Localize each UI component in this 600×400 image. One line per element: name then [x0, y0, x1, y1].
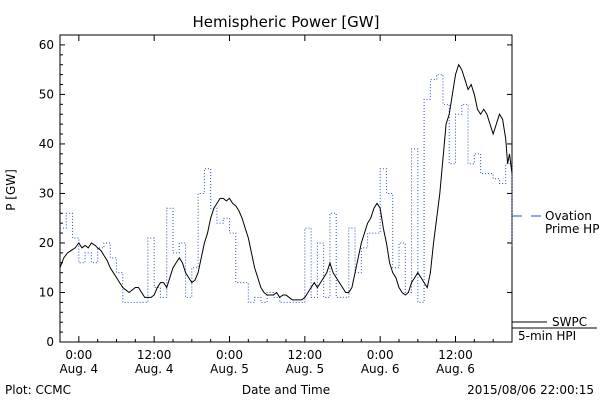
legend-ovation-line1: Ovation	[545, 209, 592, 223]
x-tick-time-label: 0:00	[65, 348, 92, 362]
y-tick-label: 40	[39, 137, 54, 151]
x-tick-date-label: Aug. 6	[361, 362, 400, 376]
legend-swpc-line2: 5-min HPI	[518, 329, 576, 343]
x-tick-time-label: 0:00	[216, 348, 243, 362]
y-tick-label: 20	[39, 236, 54, 250]
x-tick-date-label: Aug. 6	[436, 362, 475, 376]
swpc-hpi-series-line	[59, 63, 513, 301]
y-tick-label: 50	[39, 87, 54, 101]
x-tick-time-label: 12:00	[137, 348, 172, 362]
x-tick-time-label: 12:00	[438, 348, 473, 362]
x-tick-time-label: 0:00	[367, 348, 394, 362]
y-tick-label: 0	[46, 335, 54, 349]
plot-frame	[59, 34, 513, 343]
x-tick-date-label: Aug. 5	[210, 362, 249, 376]
x-tick-date-label: Aug. 4	[135, 362, 174, 376]
x-tick-date-label: Aug. 5	[285, 362, 324, 376]
x-tick-date-label: Aug. 4	[59, 362, 98, 376]
ovation-prime-hpi-series-line	[60, 74, 513, 303]
y-tick-label: 30	[39, 186, 54, 200]
y-tick-label: 10	[39, 285, 54, 299]
x-axis-label: Date and Time	[242, 383, 330, 397]
x-tick-time-label: 12:00	[288, 348, 323, 362]
plot-credit: Plot: CCMC	[5, 383, 71, 397]
legend-ovation-line2: Prime HPI	[545, 222, 600, 236]
chart-title: Hemispheric Power [GW]	[193, 13, 380, 31]
legend-swpc-line1: SWPC	[552, 315, 587, 329]
legend: Ovation Prime HPI SWPC 5-min HPI	[512, 209, 600, 343]
plot-timestamp: 2015/08/06 22:00:15	[467, 383, 594, 397]
y-tick-label: 60	[39, 38, 54, 52]
y-axis-label: P [GW]	[4, 169, 18, 211]
y-axis-ticks: 0 10 20 30 40 50 60	[39, 38, 512, 349]
